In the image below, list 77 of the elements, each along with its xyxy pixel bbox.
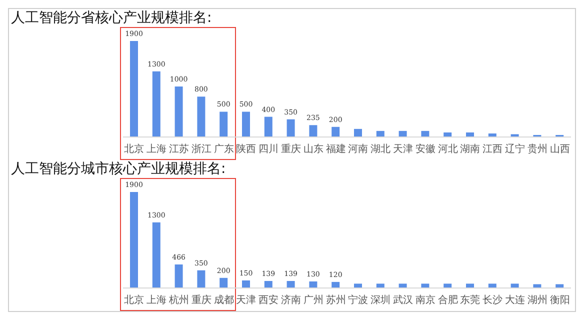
bar bbox=[220, 278, 228, 288]
x-tick-label: 江西 bbox=[482, 143, 503, 156]
chart-title: 人工智能分城市核心产业规模排名: bbox=[11, 160, 226, 178]
x-tick-label: 上海 bbox=[146, 294, 167, 306]
bar bbox=[510, 134, 519, 137]
bar bbox=[398, 130, 407, 137]
x-tick-label: 河北 bbox=[438, 143, 458, 156]
x-tick-label: 陕西 bbox=[236, 143, 256, 156]
x-tick-label: 西安 bbox=[258, 294, 279, 306]
bar bbox=[197, 96, 206, 137]
x-tick-label: 南京 bbox=[415, 294, 436, 306]
bar bbox=[510, 284, 519, 288]
x-tick-label: 湖州 bbox=[527, 294, 548, 306]
bar bbox=[174, 264, 183, 288]
x-tick-label: 北京 bbox=[124, 143, 144, 156]
bar bbox=[556, 284, 564, 288]
bar bbox=[130, 192, 138, 288]
x-tick-label: 河南 bbox=[348, 143, 368, 156]
chart-title: 人工智能分省核心产业规模排名: bbox=[11, 9, 212, 27]
bar bbox=[309, 281, 318, 288]
bar bbox=[444, 284, 452, 288]
x-tick-label: 衡阳 bbox=[550, 294, 570, 306]
bar bbox=[421, 284, 430, 288]
x-tick-label: 成都 bbox=[214, 294, 234, 306]
x-tick-label: 长沙 bbox=[482, 294, 503, 306]
x-tick-label: 上海 bbox=[146, 143, 167, 156]
bar bbox=[174, 86, 183, 137]
bar bbox=[354, 128, 362, 137]
x-tick-label: 苏州 bbox=[326, 294, 346, 306]
bar bbox=[286, 119, 295, 137]
bar bbox=[242, 112, 250, 137]
x-tick-label: 湖北 bbox=[370, 143, 391, 156]
bar bbox=[376, 284, 384, 288]
bar bbox=[398, 284, 407, 288]
x-tick-label: 东莞 bbox=[460, 294, 480, 306]
x-tick-label: 济南 bbox=[281, 294, 301, 306]
x-tick-label: 湖南 bbox=[460, 143, 480, 156]
x-tick-label: 广州 bbox=[303, 294, 324, 306]
bar bbox=[354, 284, 362, 288]
x-tick-label: 山西 bbox=[550, 143, 570, 156]
x-tick-label: 山东 bbox=[303, 143, 324, 156]
x-tick-label: 重庆 bbox=[281, 143, 301, 156]
x-tick-label: 四川 bbox=[258, 143, 279, 156]
x-tick-label: 江苏 bbox=[169, 143, 189, 156]
bar bbox=[309, 125, 318, 137]
bar bbox=[332, 126, 340, 137]
bar bbox=[488, 284, 496, 288]
x-tick-label: 天津 bbox=[393, 143, 413, 156]
x-tick-label: 重庆 bbox=[191, 294, 212, 306]
bar bbox=[197, 270, 206, 288]
x-tick-label: 大连 bbox=[505, 294, 525, 306]
x-tick-label: 天津 bbox=[236, 294, 256, 306]
bar bbox=[264, 116, 272, 137]
bar bbox=[286, 280, 295, 288]
x-tick-label: 杭州 bbox=[168, 294, 189, 306]
x-tick-label: 广东 bbox=[214, 143, 234, 156]
x-tick-label: 武汉 bbox=[393, 294, 413, 306]
x-tick-label: 北京 bbox=[124, 294, 144, 306]
x-tick-label: 安徽 bbox=[415, 143, 436, 156]
x-tick-label: 合肥 bbox=[438, 294, 458, 306]
bar bbox=[220, 112, 228, 137]
bar bbox=[466, 284, 474, 288]
x-tick-label: 辽宁 bbox=[505, 143, 525, 156]
bar bbox=[130, 41, 138, 137]
bar bbox=[264, 280, 272, 288]
x-tick-label: 浙江 bbox=[191, 143, 212, 156]
x-tick-label: 福建 bbox=[326, 143, 346, 156]
x-tick-label: 贵州 bbox=[527, 143, 548, 156]
bar bbox=[152, 222, 160, 288]
bar bbox=[152, 71, 160, 137]
bar bbox=[421, 130, 430, 137]
x-tick-label: 宁波 bbox=[348, 294, 368, 306]
bar bbox=[376, 130, 384, 137]
bar bbox=[242, 280, 250, 288]
bar bbox=[533, 284, 542, 288]
x-tick-label: 深圳 bbox=[370, 294, 391, 306]
bar bbox=[332, 282, 340, 288]
